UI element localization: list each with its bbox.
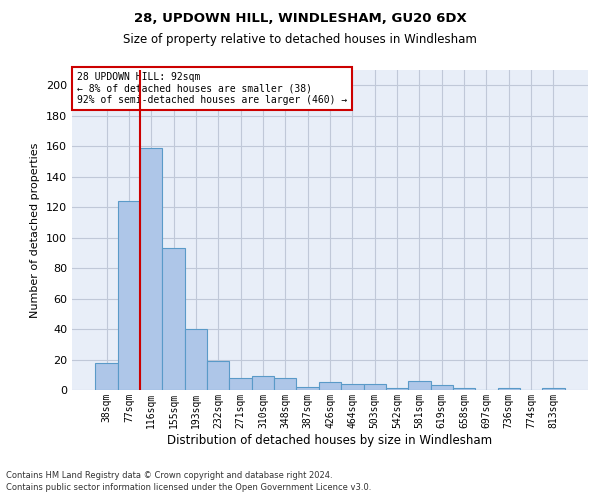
- Text: 28 UPDOWN HILL: 92sqm
← 8% of detached houses are smaller (38)
92% of semi-detac: 28 UPDOWN HILL: 92sqm ← 8% of detached h…: [77, 72, 347, 105]
- Bar: [386, 388, 408, 390]
- Bar: [229, 378, 252, 390]
- Bar: [431, 386, 453, 390]
- Bar: [95, 362, 118, 390]
- Bar: [163, 248, 185, 390]
- Text: 28, UPDOWN HILL, WINDLESHAM, GU20 6DX: 28, UPDOWN HILL, WINDLESHAM, GU20 6DX: [134, 12, 466, 26]
- Bar: [319, 382, 341, 390]
- Bar: [542, 388, 565, 390]
- Text: Size of property relative to detached houses in Windlesham: Size of property relative to detached ho…: [123, 32, 477, 46]
- Text: Contains public sector information licensed under the Open Government Licence v3: Contains public sector information licen…: [6, 483, 371, 492]
- Bar: [252, 376, 274, 390]
- Bar: [408, 381, 431, 390]
- Bar: [341, 384, 364, 390]
- Y-axis label: Number of detached properties: Number of detached properties: [31, 142, 40, 318]
- Bar: [497, 388, 520, 390]
- Bar: [118, 201, 140, 390]
- Bar: [185, 329, 207, 390]
- Bar: [207, 361, 229, 390]
- X-axis label: Distribution of detached houses by size in Windlesham: Distribution of detached houses by size …: [167, 434, 493, 446]
- Bar: [296, 387, 319, 390]
- Text: Contains HM Land Registry data © Crown copyright and database right 2024.: Contains HM Land Registry data © Crown c…: [6, 470, 332, 480]
- Bar: [274, 378, 296, 390]
- Bar: [140, 148, 163, 390]
- Bar: [364, 384, 386, 390]
- Bar: [453, 388, 475, 390]
